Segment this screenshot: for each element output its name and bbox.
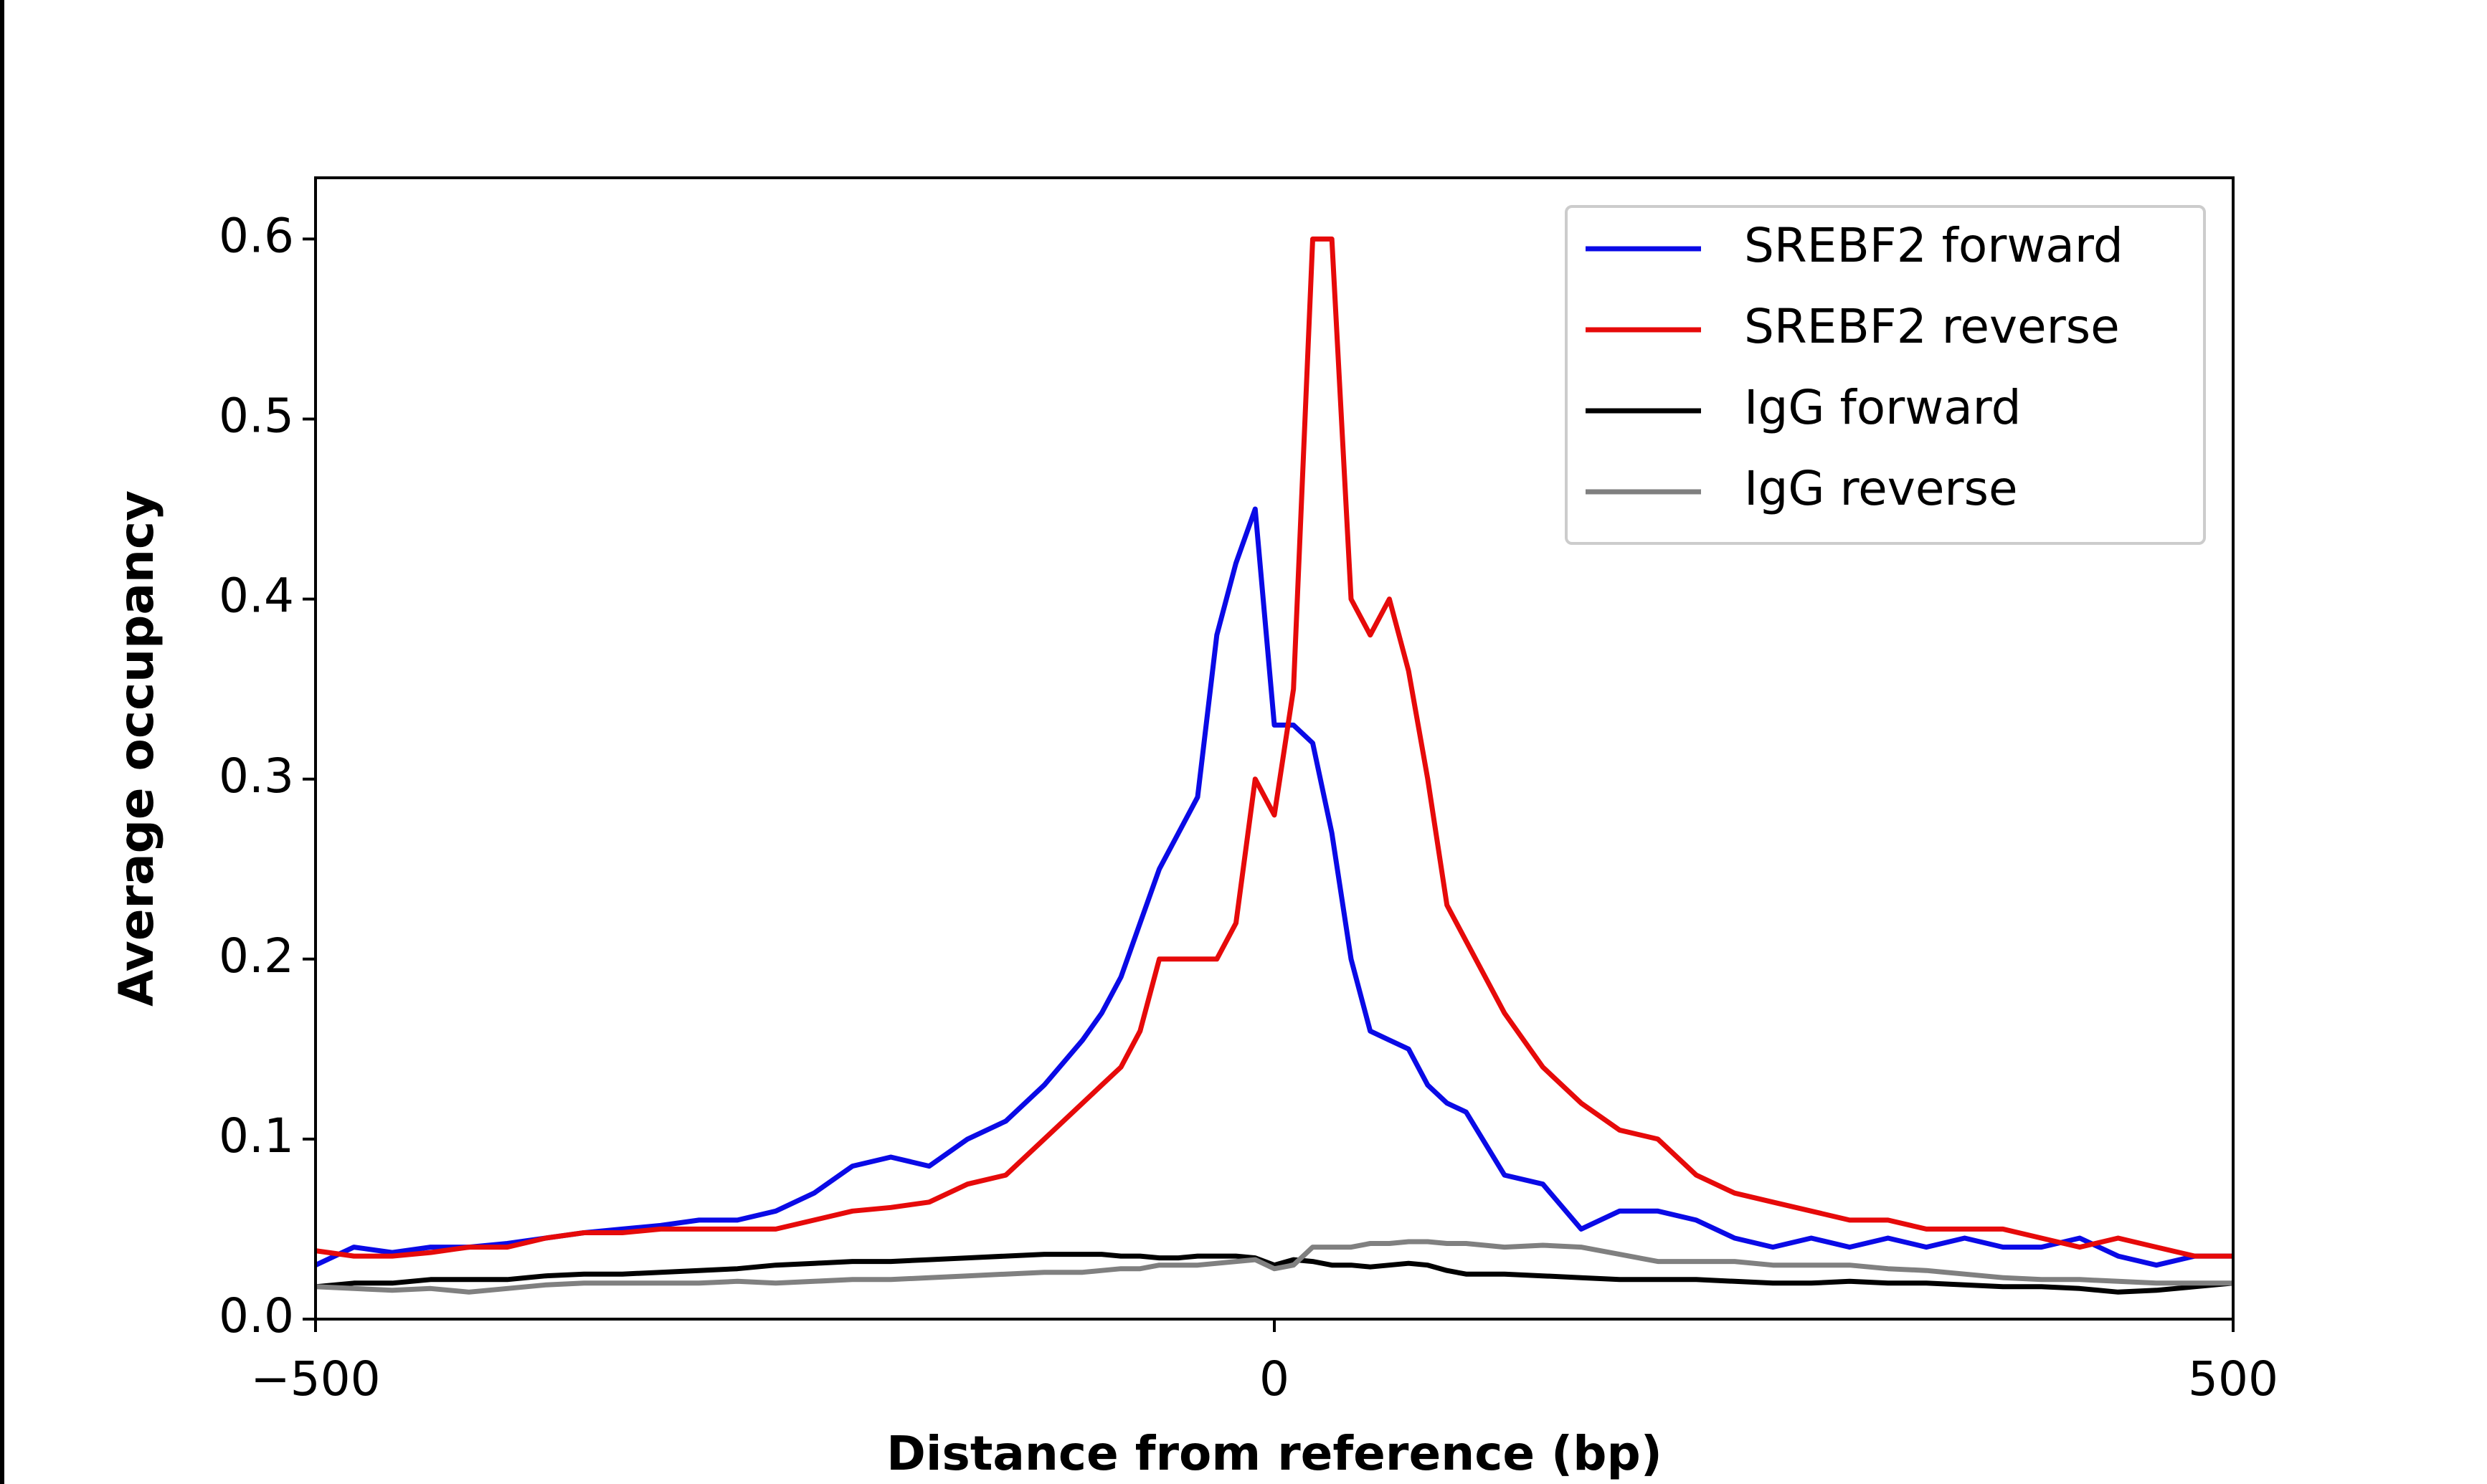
y-tick-label: 0.3 xyxy=(219,748,294,804)
x-tick-label: −500 xyxy=(250,1351,380,1407)
legend-box xyxy=(1565,205,2206,545)
plot-frame xyxy=(314,176,2235,1321)
data-line xyxy=(314,506,2233,1268)
legend-label: SREBF2 reverse xyxy=(1744,299,2120,354)
y-tick-label: 0.1 xyxy=(219,1108,294,1164)
y-tick-label: 0.0 xyxy=(219,1288,294,1343)
x-axis-label: Distance from reference (bp) xyxy=(886,1426,1662,1481)
y-axis-label: Average occupancy xyxy=(109,490,164,1007)
y-tick-label: 0.2 xyxy=(219,928,294,984)
legend-label: SREBF2 forward xyxy=(1744,218,2123,273)
data-line xyxy=(315,1239,2233,1295)
x-tick-label: 0 xyxy=(1259,1351,1289,1407)
y-tick-label: 0.5 xyxy=(219,389,294,444)
y-tick-label: 0.6 xyxy=(219,208,294,263)
x-tick-label: 500 xyxy=(2188,1351,2278,1407)
legend-label: IgG forward xyxy=(1744,380,2022,435)
data-line xyxy=(315,1252,2234,1295)
left-border xyxy=(0,0,4,1484)
y-tick-label: 0.4 xyxy=(219,569,294,624)
legend-label: IgG reverse xyxy=(1744,461,2018,516)
data-line xyxy=(315,236,2233,1259)
